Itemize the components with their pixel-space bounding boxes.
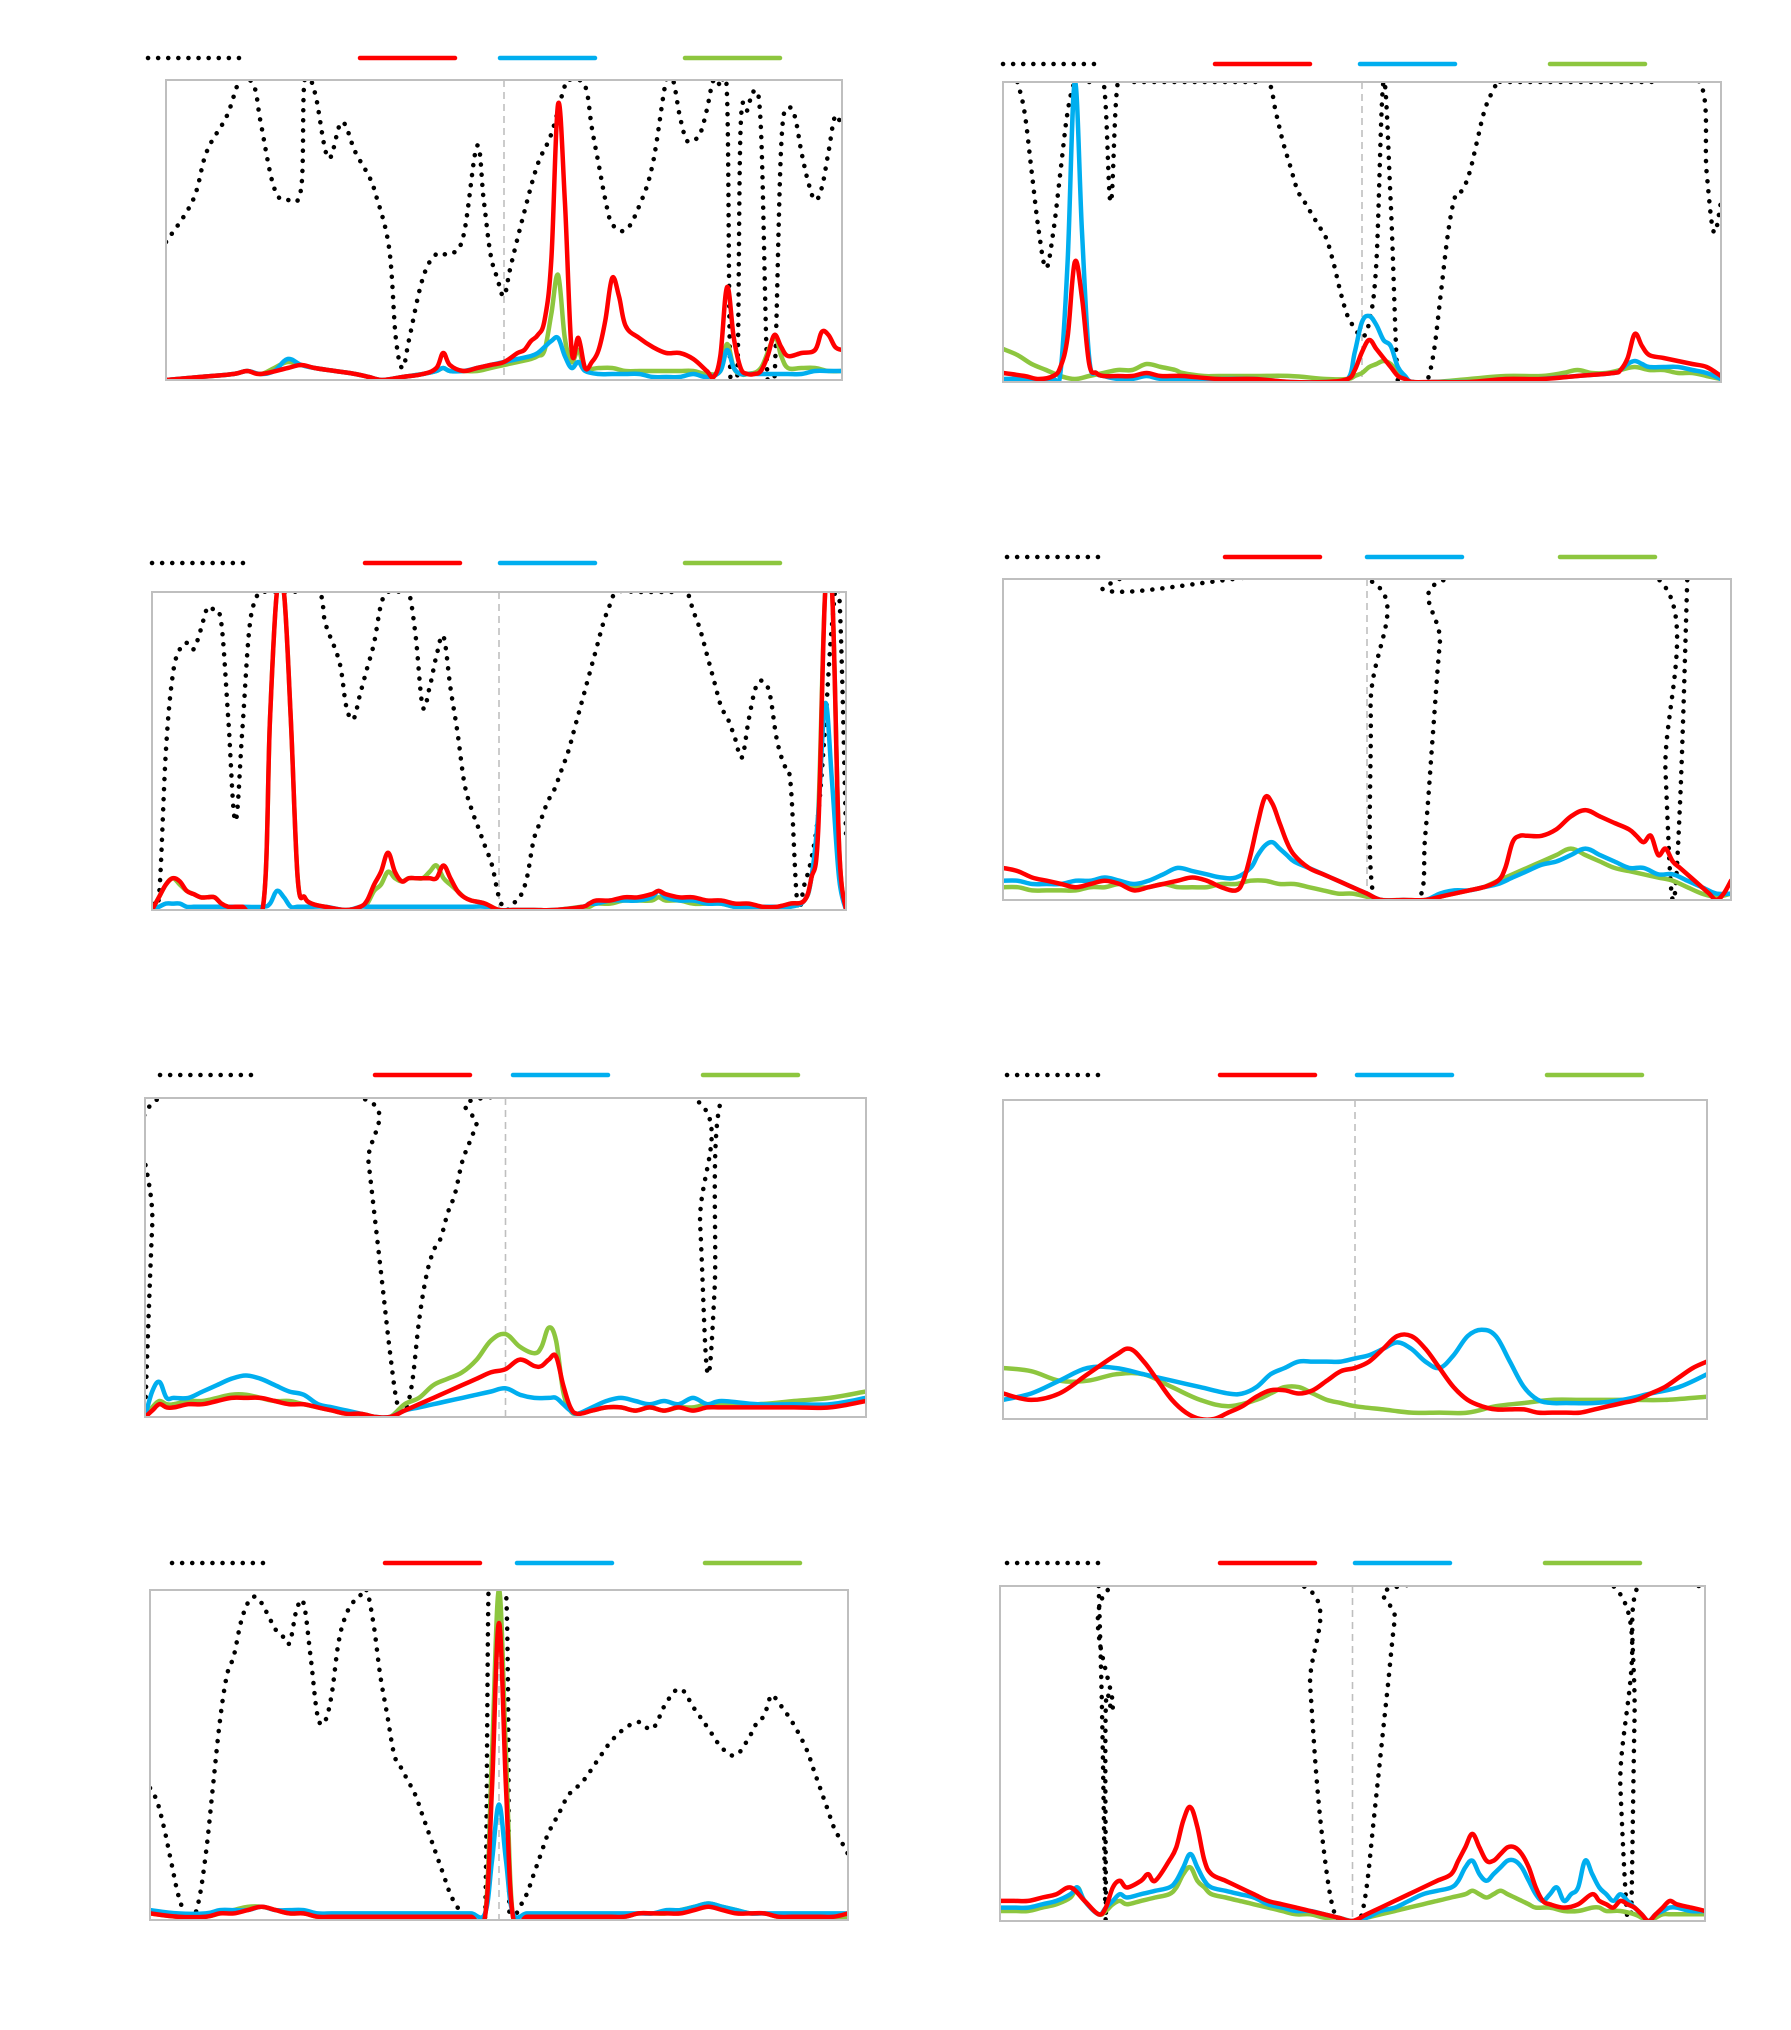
series-line-red (145, 1352, 866, 1417)
series-line-red (1003, 793, 1731, 900)
chart-panel-row3-left (144, 1072, 867, 1418)
series-line-dotted (1095, 1586, 1705, 1921)
series-line-blue (1003, 82, 1721, 382)
series-line-blue (1003, 1327, 1707, 1406)
series-line-blue (152, 701, 846, 910)
plot-area (152, 592, 846, 910)
series-line-red (150, 1620, 848, 1920)
chart-panel-row3-right (1002, 1072, 1708, 1420)
series-line-blue (1000, 1851, 1705, 1921)
plot-area (1003, 579, 1731, 900)
series-line-red (152, 592, 846, 910)
plot-frame (149, 1589, 849, 1921)
series-line-dotted (145, 1098, 782, 1417)
series-line-red (1003, 1332, 1707, 1419)
series-line-blue (145, 1373, 866, 1417)
plot-frame (1002, 81, 1722, 383)
chart-panel-row4-left (149, 1560, 849, 1921)
chart-panel-row1-left (145, 55, 843, 381)
plot-area (1003, 82, 1721, 382)
series-line-dotted (1100, 579, 1690, 900)
series-line-dotted (1015, 82, 1721, 382)
series-line-red (1003, 258, 1721, 382)
chart-panel-row1-right (1000, 61, 1722, 383)
plot-area (150, 1590, 848, 1920)
plot-frame (999, 1585, 1706, 1922)
plot-area (1000, 1586, 1705, 1921)
series-line-blue (150, 1802, 848, 1920)
plot-area (1003, 1327, 1707, 1419)
chart-panel-row2-right (1002, 554, 1732, 901)
series-line-red (1000, 1804, 1705, 1921)
plot-frame (151, 591, 847, 911)
plot-area (145, 1098, 866, 1417)
chart-panel-row4-right (999, 1560, 1706, 1922)
series-line-dotted (150, 1590, 848, 1920)
series-line-red (166, 100, 842, 380)
plot-frame (144, 1097, 867, 1418)
plot-frame (165, 79, 843, 381)
series-line-dotted (166, 80, 842, 380)
plot-area (166, 80, 842, 380)
series-line-dotted (152, 592, 846, 910)
plot-frame (1002, 578, 1732, 901)
plot-frame (1002, 1099, 1708, 1420)
chart-panel-row2-left (149, 560, 847, 911)
